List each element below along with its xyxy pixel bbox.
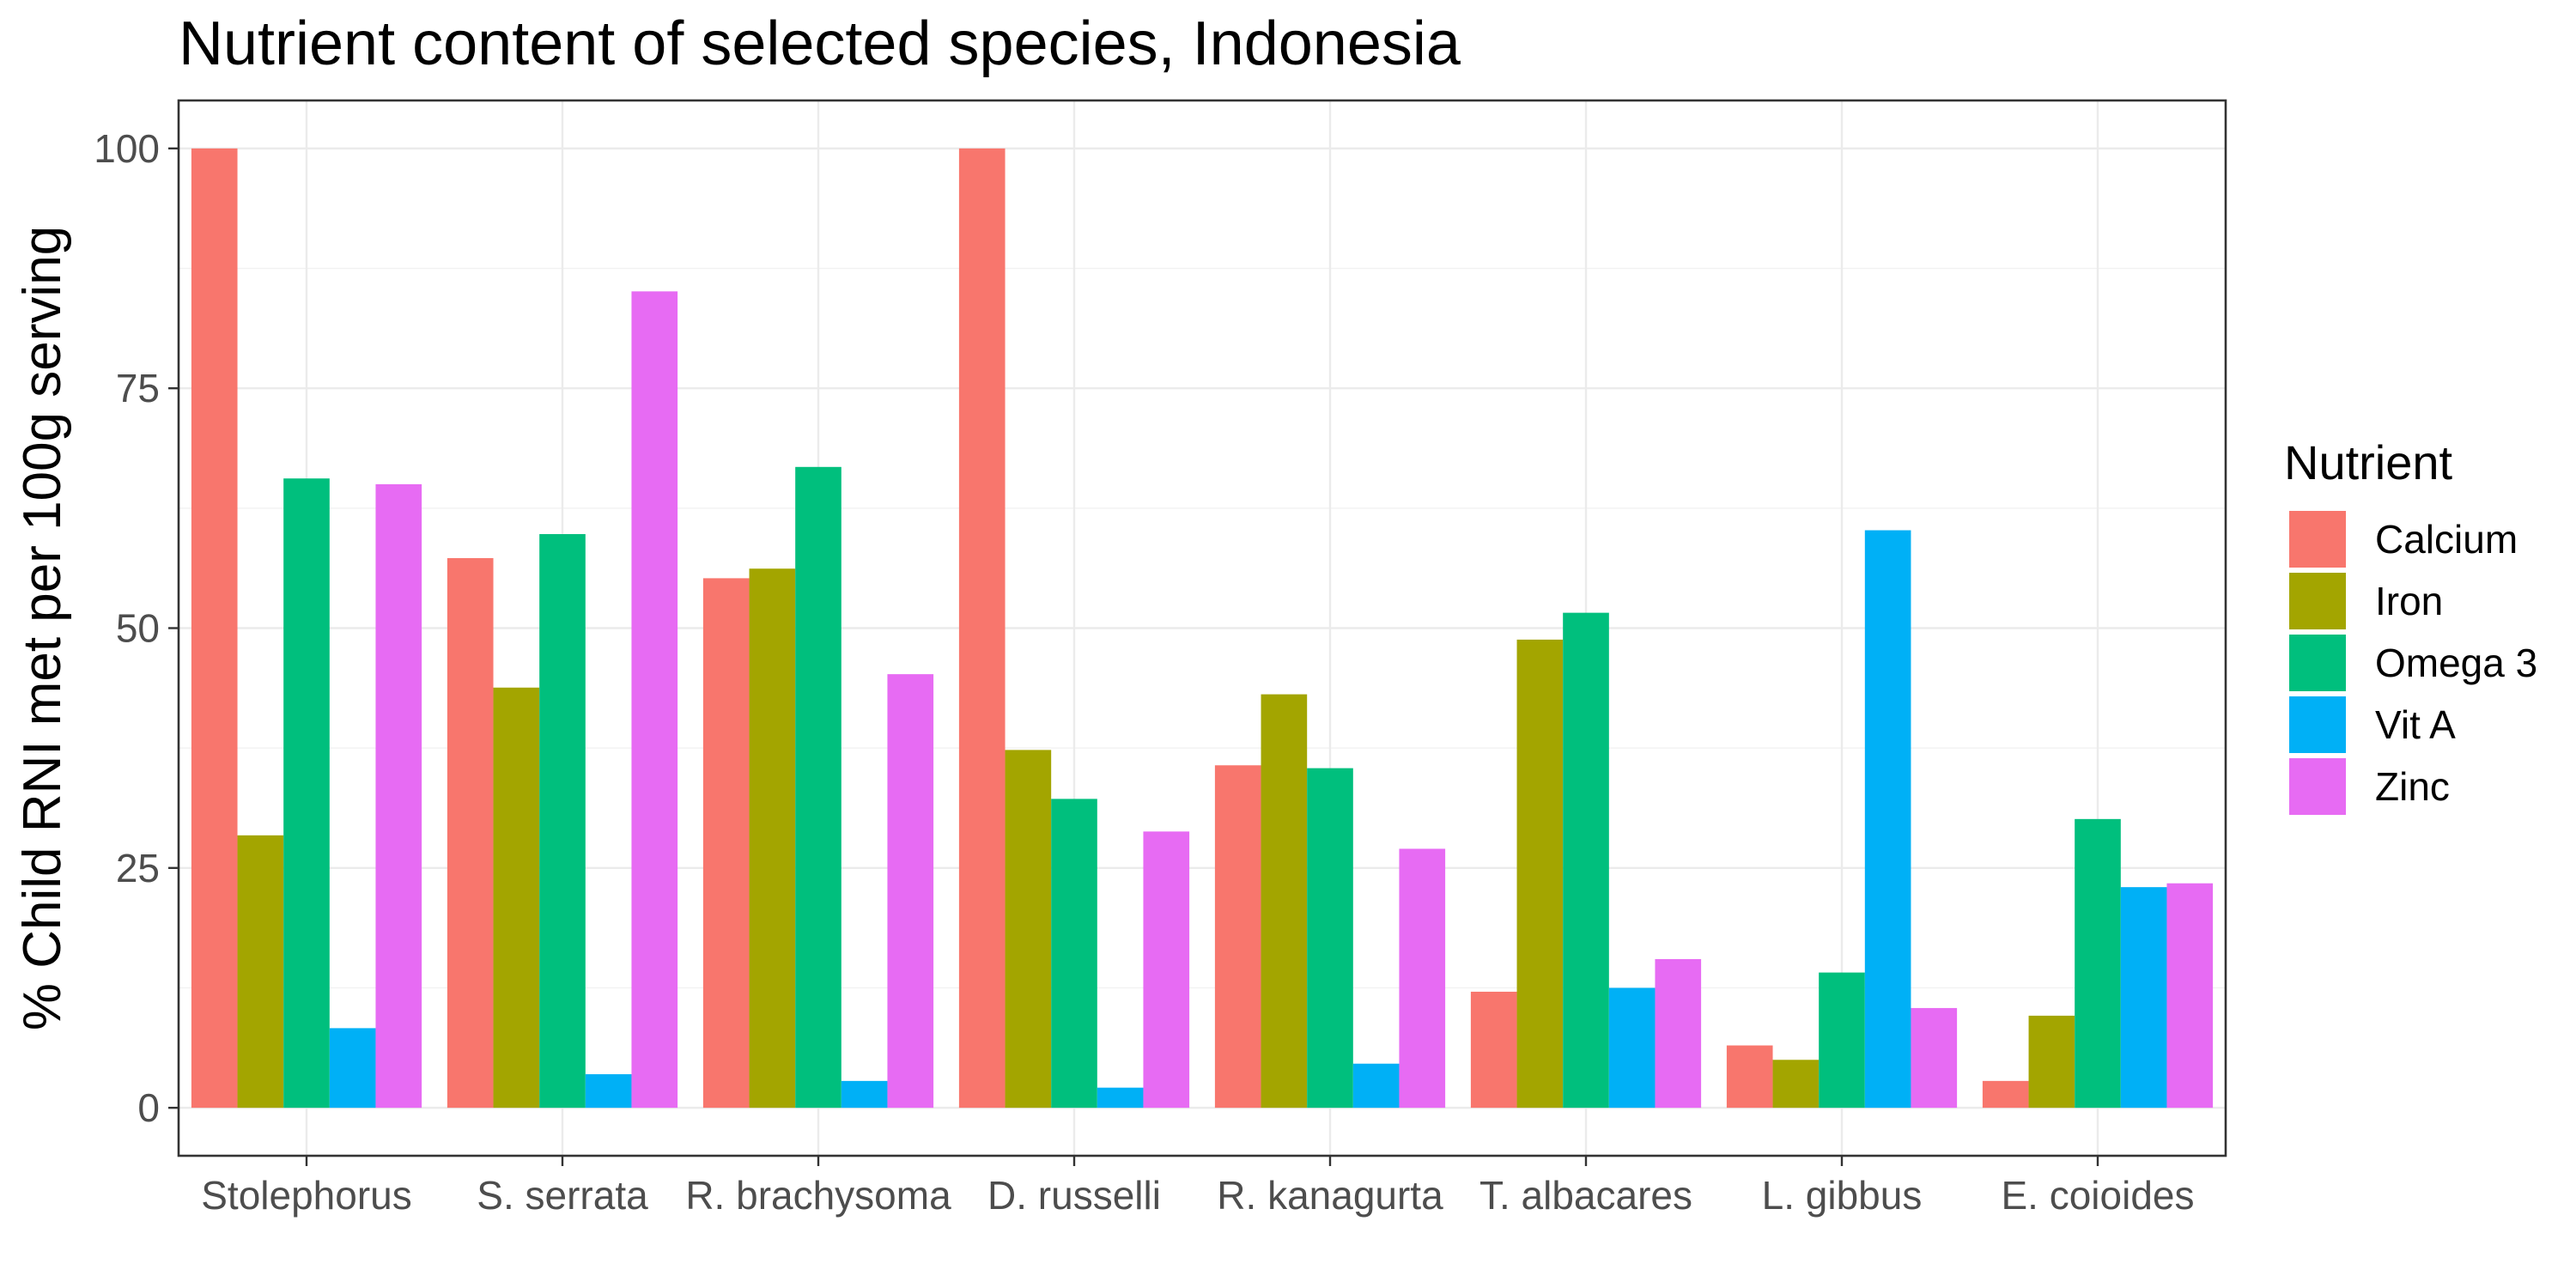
bar: [539, 534, 586, 1109]
bar: [329, 1028, 376, 1109]
axes: 0 25 50 75 100 Stolephorus S. serrata R. brachy…: [94, 126, 2194, 1218]
bar: [1864, 530, 1911, 1109]
legend-key: [2289, 635, 2346, 691]
bar: [1261, 694, 1308, 1109]
bar: [585, 1074, 632, 1109]
legend-label: Vit A: [2375, 702, 2456, 747]
bar: [1051, 799, 1097, 1109]
bar: [795, 466, 841, 1109]
bar: [841, 1080, 888, 1109]
bar: [1399, 848, 1446, 1109]
bar: [1516, 639, 1564, 1109]
x-tick-label: D. russelli: [987, 1173, 1161, 1218]
x-tick-label: R. kanagurta: [1217, 1173, 1443, 1218]
chart-title: Nutrient content of selected species, In…: [179, 9, 1461, 78]
bar: [2075, 818, 2121, 1109]
bar: [1655, 958, 1702, 1109]
x-tick-label: Stolephorus: [201, 1173, 412, 1218]
bar: [702, 578, 750, 1109]
bar: [887, 674, 934, 1109]
legend-key: [2289, 573, 2346, 629]
legend-key: [2289, 758, 2346, 815]
bar: [958, 148, 1005, 1109]
bar: [2120, 887, 2167, 1109]
legend-key: [2289, 511, 2346, 568]
x-tick-label: R. brachysoma: [685, 1173, 951, 1218]
y-tick-label: 75: [116, 366, 160, 410]
bar: [1143, 831, 1190, 1109]
bar: [375, 483, 422, 1109]
legend-label: Zinc: [2375, 764, 2450, 809]
bar: [493, 687, 540, 1109]
legend: Nutrient Calcium Iron Omega 3 Vit A Zinc: [2284, 435, 2537, 815]
y-tick-label: 50: [116, 606, 160, 651]
bar: [749, 568, 796, 1109]
bar: [1097, 1087, 1144, 1109]
bar: [1608, 987, 1656, 1109]
bar: [1982, 1080, 2029, 1109]
bar: [1005, 750, 1052, 1109]
bar: [1911, 1007, 1958, 1109]
bar: [191, 148, 238, 1109]
legend-title: Nutrient: [2284, 435, 2453, 489]
x-tick-label: E. coioides: [2001, 1173, 2194, 1218]
bar: [1352, 1063, 1400, 1109]
legend-label: Omega 3: [2375, 641, 2537, 685]
bar: [237, 835, 284, 1109]
bars: [191, 148, 2214, 1109]
legend-key: [2289, 696, 2346, 753]
legend-label: Iron: [2375, 579, 2443, 623]
bar: [1726, 1045, 1773, 1109]
bar: [1307, 768, 1353, 1109]
x-tick-label: L. gibbus: [1762, 1173, 1923, 1218]
bar: [447, 557, 494, 1109]
bar: [631, 291, 678, 1109]
bar: [2028, 1015, 2075, 1109]
bar: [2166, 883, 2214, 1109]
bar: [1819, 972, 1865, 1109]
legend-label: Calcium: [2375, 517, 2518, 562]
bar: [1470, 991, 1517, 1109]
x-tick-label: S. serrata: [477, 1173, 648, 1218]
bar: [1214, 765, 1261, 1109]
y-tick-label: 25: [116, 846, 160, 890]
x-tick-label: T. albacares: [1479, 1173, 1692, 1218]
y-tick-label: 100: [94, 126, 160, 171]
bar: [1772, 1060, 1820, 1109]
y-tick-label: 0: [137, 1085, 160, 1130]
bar: [283, 478, 330, 1109]
y-axis-label: % Child RNI met per 100g serving: [13, 226, 72, 1030]
bar: [1563, 612, 1609, 1109]
